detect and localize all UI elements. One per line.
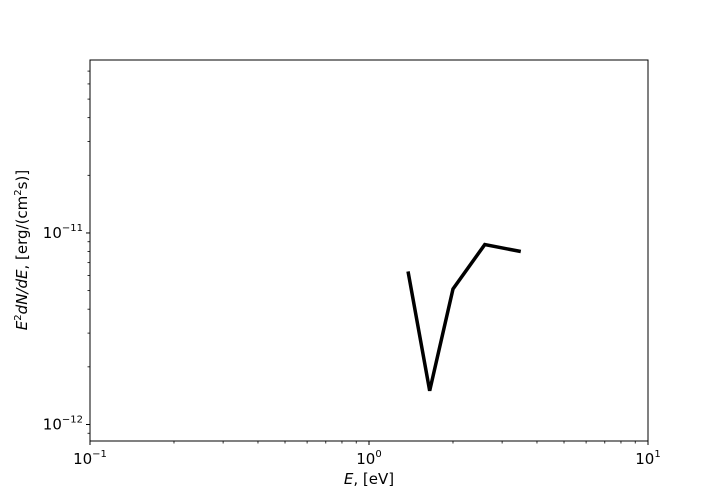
y-axis-label-unit-b: s)]	[13, 170, 31, 190]
y-tick-label: 10−11	[43, 223, 83, 242]
x-tick-label-base: 10	[356, 450, 375, 468]
y-tick-label-base: 10	[43, 224, 62, 242]
x-tick-label-exp: 1	[654, 449, 660, 460]
y-tick-label-exp: −11	[62, 223, 83, 234]
x-axis-label-unit: , [eV]	[353, 470, 394, 488]
y-axis-label-unit-sup: 2	[13, 189, 24, 195]
x-axis-label-var: E	[344, 470, 354, 488]
x-tick-label-exp: 0	[375, 449, 381, 460]
plot-background	[90, 60, 648, 441]
y-axis-label-sup: 2	[13, 314, 24, 320]
x-axis-label: E, [eV]	[344, 470, 394, 488]
y-tick-label-base: 10	[43, 415, 62, 433]
x-tick-label: 10−1	[73, 449, 107, 468]
x-tick-label-base: 10	[635, 450, 654, 468]
x-tick-label-exp: −1	[92, 449, 107, 460]
x-tick-label: 100	[356, 449, 381, 468]
plot-frame	[89, 59, 649, 442]
x-tick-label: 101	[635, 449, 660, 468]
x-tick-label-base: 10	[73, 450, 92, 468]
major-ticks	[86, 232, 649, 445]
y-tick-label-exp: −12	[62, 414, 83, 425]
y-axis-label-e: E	[13, 320, 31, 330]
y-axis-label: E2dN/dE, [erg/(cm2s)]	[13, 170, 31, 330]
y-axis-label-unit-a: , [erg/(cm	[13, 196, 31, 270]
y-axis-label-deriv: dN/dE	[13, 269, 31, 314]
series-layer	[406, 242, 522, 392]
y-tick-label: 10−12	[43, 414, 83, 433]
